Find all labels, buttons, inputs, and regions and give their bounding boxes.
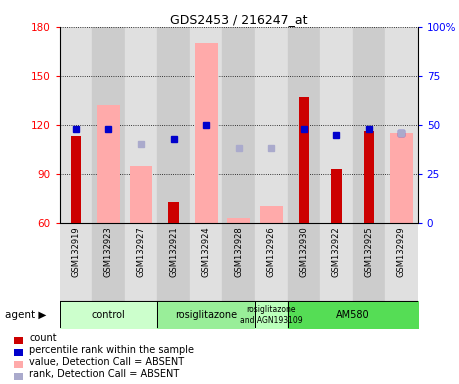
Text: GSM132930: GSM132930 xyxy=(299,227,308,277)
Bar xyxy=(190,27,223,223)
Bar xyxy=(157,27,190,223)
Text: GSM132929: GSM132929 xyxy=(397,227,406,277)
Bar xyxy=(157,223,190,301)
Bar xyxy=(353,223,385,301)
Text: value, Detection Call = ABSENT: value, Detection Call = ABSENT xyxy=(29,357,185,367)
Bar xyxy=(364,131,374,223)
Bar xyxy=(331,169,341,223)
Text: GSM132925: GSM132925 xyxy=(364,227,373,277)
Bar xyxy=(92,27,125,223)
Bar xyxy=(255,223,287,301)
Text: rosiglitazone
and AGN193109: rosiglitazone and AGN193109 xyxy=(240,305,302,324)
Bar xyxy=(168,202,179,223)
Bar xyxy=(287,27,320,223)
Bar xyxy=(287,223,320,301)
Bar xyxy=(227,218,250,223)
Bar xyxy=(353,27,385,223)
Bar xyxy=(190,223,223,301)
Bar xyxy=(14,373,23,380)
Bar xyxy=(14,349,23,356)
Bar xyxy=(320,223,353,301)
Bar xyxy=(385,27,418,223)
Bar xyxy=(92,223,125,301)
Bar xyxy=(14,337,23,344)
Text: rank, Detection Call = ABSENT: rank, Detection Call = ABSENT xyxy=(29,369,179,379)
Bar xyxy=(60,223,92,301)
Bar xyxy=(385,223,418,301)
Text: GSM132928: GSM132928 xyxy=(234,227,243,277)
Bar xyxy=(60,27,92,223)
Bar xyxy=(129,166,152,223)
Text: GSM132919: GSM132919 xyxy=(72,227,80,277)
Text: count: count xyxy=(29,333,57,343)
Text: agent ▶: agent ▶ xyxy=(5,310,46,320)
Bar xyxy=(97,105,120,223)
Text: control: control xyxy=(92,310,125,320)
Bar xyxy=(125,27,157,223)
Bar xyxy=(125,223,157,301)
Text: GSM132924: GSM132924 xyxy=(202,227,211,277)
Text: GSM132922: GSM132922 xyxy=(332,227,341,277)
Bar xyxy=(298,97,309,223)
Bar xyxy=(71,136,81,223)
Text: GSM132923: GSM132923 xyxy=(104,227,113,277)
Bar xyxy=(195,43,218,223)
Text: GSM132926: GSM132926 xyxy=(267,227,276,277)
Bar xyxy=(320,27,353,223)
Title: GDS2453 / 216247_at: GDS2453 / 216247_at xyxy=(170,13,308,26)
Text: AM580: AM580 xyxy=(336,310,369,320)
Bar xyxy=(14,361,23,368)
Bar xyxy=(255,27,287,223)
Bar xyxy=(223,27,255,223)
Text: percentile rank within the sample: percentile rank within the sample xyxy=(29,345,194,355)
Text: GSM132927: GSM132927 xyxy=(136,227,146,277)
Text: GSM132921: GSM132921 xyxy=(169,227,178,277)
Bar xyxy=(260,207,283,223)
Bar xyxy=(390,133,413,223)
Bar xyxy=(223,223,255,301)
Text: rosiglitazone: rosiglitazone xyxy=(175,310,237,320)
